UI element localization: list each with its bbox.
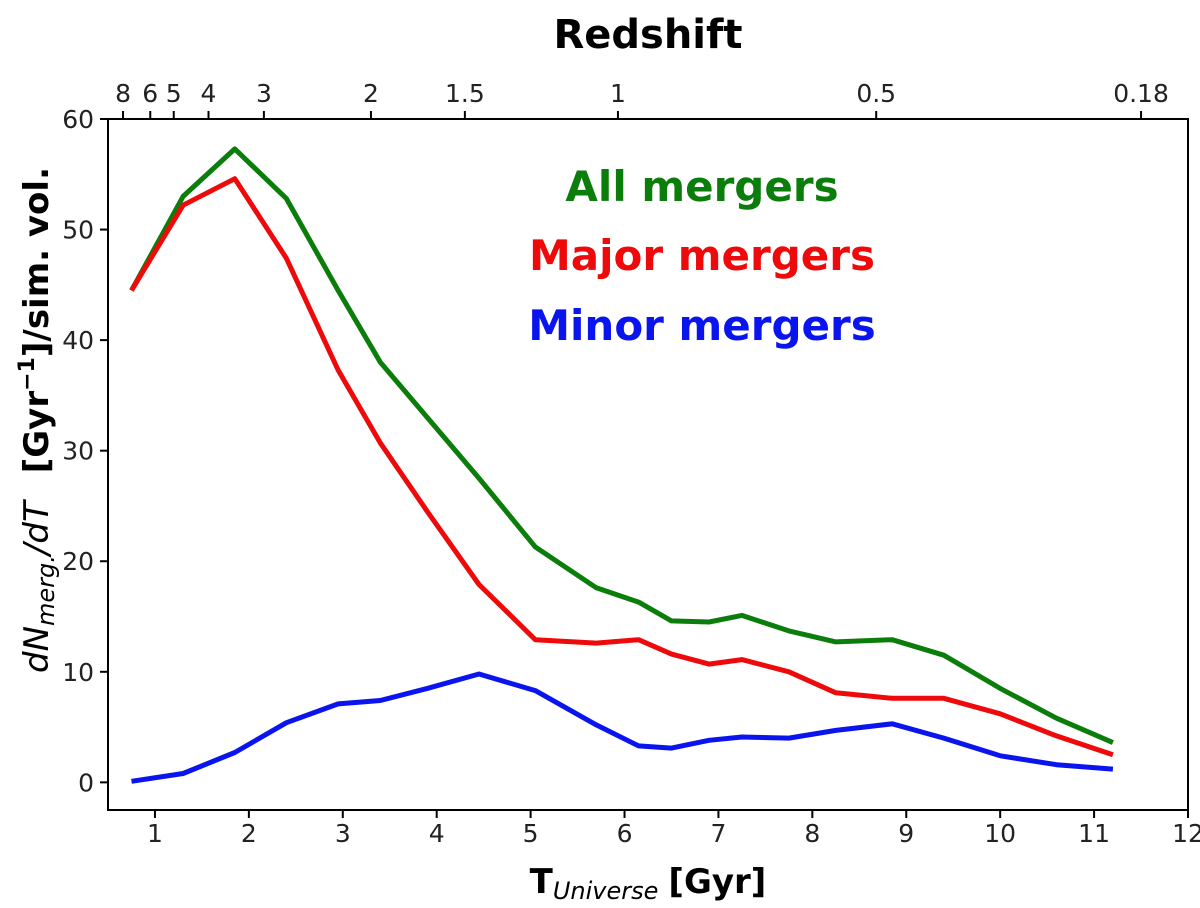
x-tick-label: 9 xyxy=(898,819,914,848)
x-axis-label-main: T xyxy=(530,862,554,902)
x-axis-label-sub: Universe xyxy=(553,877,659,905)
x-tick-label: 10 xyxy=(984,819,1016,848)
legend-major-mergers: Major mergers xyxy=(529,231,875,280)
y-tick-label: 20 xyxy=(62,547,94,576)
x-tick-label: 7 xyxy=(710,819,726,848)
x-axis-label-unit: [Gyr] xyxy=(668,862,766,902)
x-tick-label: 2 xyxy=(241,819,257,848)
x-tick-label: 11 xyxy=(1078,819,1110,848)
x-tick-label: 5 xyxy=(523,819,539,848)
x-tick-label: 4 xyxy=(429,819,445,848)
y-axis-label-math2: /dT xyxy=(17,499,57,558)
top-tick-label: 5 xyxy=(166,79,182,108)
plot-frame xyxy=(107,118,1189,811)
y-tick-label: 30 xyxy=(62,437,94,466)
x-tick-label: 6 xyxy=(617,819,633,848)
top-tick-label: 1 xyxy=(610,79,626,108)
top-axis-ticks: 8 6 5 4 3 2 1.5 1 0.5 0.18 xyxy=(115,79,1169,119)
y-axis-label: dNmerg./dT [Gyr−1]/sim. vol. xyxy=(15,167,60,673)
y-tick-label: 0 xyxy=(78,768,94,797)
y-tick-label: 10 xyxy=(62,658,94,687)
y-tick-label: 60 xyxy=(62,105,94,134)
legend-minor-mergers: Minor mergers xyxy=(528,301,876,350)
y-tick-label: 40 xyxy=(62,326,94,355)
top-tick-label: 8 xyxy=(115,79,131,108)
top-tick-label: 1.5 xyxy=(445,79,485,108)
x-tick-label: 1 xyxy=(147,819,163,848)
x-tick-label: 12 xyxy=(1172,819,1200,848)
x-tick-label: 3 xyxy=(335,819,351,848)
x-axis-ticks: 1 2 3 4 5 6 7 8 9 10 11 12 xyxy=(147,810,1200,848)
y-axis-label-math: dN xyxy=(17,626,57,673)
series-line-major-mergers xyxy=(129,176,1114,758)
top-tick-label: 6 xyxy=(142,79,158,108)
x-tick-label: 8 xyxy=(804,819,820,848)
y-tick-label: 50 xyxy=(62,216,94,245)
top-tick-label: 2 xyxy=(363,79,379,108)
series-line-minor-mergers xyxy=(131,671,1114,784)
legend-all-mergers: All mergers xyxy=(565,162,838,211)
series-line-all-mergers xyxy=(129,146,1114,745)
x-axis-label: TUniverse [Gyr] xyxy=(530,862,767,905)
y-axis-label-unit: [Gyr xyxy=(17,391,57,474)
top-tick-label: 4 xyxy=(201,79,217,108)
series-lines xyxy=(129,146,1114,784)
top-tick-label: 3 xyxy=(256,79,272,108)
top-tick-label: 0.18 xyxy=(1113,79,1169,108)
y-axis-label-unit2: ]/sim. vol. xyxy=(17,167,57,357)
y-axis-label-sub: merg. xyxy=(32,555,60,626)
y-axis-label-sup: −1 xyxy=(15,357,40,391)
top-tick-label: 0.5 xyxy=(856,79,896,108)
y-axis-ticks: 0 10 20 30 40 50 60 xyxy=(62,105,108,797)
top-axis-title: Redshift xyxy=(553,12,742,58)
